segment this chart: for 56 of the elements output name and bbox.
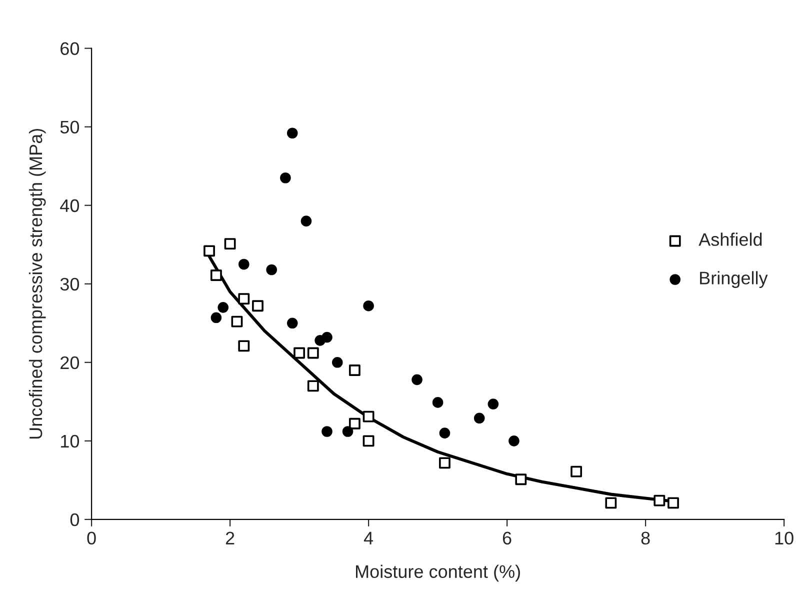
- point: [362, 435, 374, 447]
- point: [363, 300, 374, 312]
- point: [668, 497, 679, 509]
- point: [286, 128, 298, 139]
- legend-label: Ashfield: [698, 232, 762, 246]
- point: [508, 436, 520, 446]
- point: [570, 466, 582, 478]
- point: [280, 172, 291, 184]
- point: [488, 398, 499, 410]
- point: [218, 302, 229, 313]
- point: [231, 316, 243, 328]
- y-tick-label: 0: [70, 513, 80, 526]
- point: [238, 258, 250, 270]
- point: [439, 428, 450, 438]
- point: [348, 418, 360, 430]
- point: [322, 426, 332, 437]
- point: [238, 293, 250, 305]
- point: [210, 312, 222, 324]
- x-tick-label: 0: [87, 532, 96, 545]
- y-tick-label: 50: [60, 120, 80, 134]
- x-tick-label: 6: [502, 532, 512, 545]
- x-axis-title: Moisture content (%): [356, 564, 520, 582]
- point: [286, 318, 298, 329]
- point: [515, 474, 527, 486]
- point: [224, 238, 236, 250]
- point: [238, 340, 250, 352]
- point: [252, 300, 264, 312]
- point: [307, 380, 319, 392]
- x-tick-label: 2: [226, 532, 234, 544]
- x-tick-label: 10: [775, 532, 794, 545]
- y-tick-label: 60: [60, 42, 80, 56]
- legend-label: Bringelly: [700, 271, 768, 288]
- y-tick-label: 40: [60, 199, 80, 212]
- point: [300, 216, 312, 226]
- point: [412, 374, 422, 386]
- point: [204, 245, 215, 257]
- point: [342, 426, 354, 437]
- point: [439, 457, 450, 469]
- point: [294, 347, 306, 359]
- y-tick-label: 20: [60, 356, 80, 370]
- y-axis-title: Uncofined compressive strength (MPa): [28, 128, 46, 439]
- point: [362, 410, 374, 422]
- x-tick-label: 4: [364, 532, 374, 544]
- point: [605, 497, 617, 509]
- point: [210, 270, 222, 281]
- point: [432, 397, 444, 408]
- x-tick-label: 8: [641, 532, 650, 545]
- point: [322, 332, 332, 343]
- point: [474, 412, 485, 424]
- point: [307, 347, 319, 359]
- point: [266, 264, 277, 276]
- y-tick-label: 30: [60, 278, 80, 291]
- point: [332, 356, 343, 368]
- y-tick-label: 10: [61, 434, 80, 448]
- point: [654, 494, 666, 506]
- point: [348, 364, 360, 376]
